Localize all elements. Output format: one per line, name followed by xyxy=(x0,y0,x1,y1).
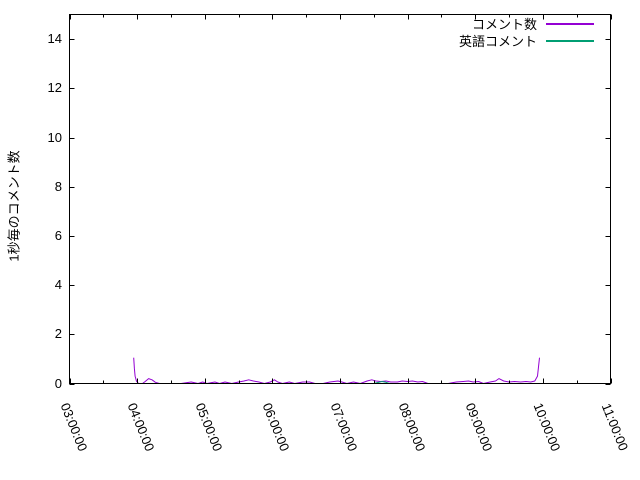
legend-line-sample xyxy=(546,22,594,25)
y-tick-label: 10 xyxy=(47,129,62,145)
legend-label: 英語コメント xyxy=(458,34,537,49)
legend: コメント数英語コメント xyxy=(436,15,594,49)
y-tick-label: 14 xyxy=(47,31,62,47)
y-axis-title: 1秒毎のコメント数 xyxy=(6,150,22,262)
axis-ticks xyxy=(69,14,612,385)
legend-label: コメント数 xyxy=(471,17,537,32)
legend-item: コメント数 xyxy=(436,15,594,32)
legend-item: 英語コメント xyxy=(436,32,594,49)
series-line-0 xyxy=(133,357,540,384)
y-tick-label: 4 xyxy=(54,277,62,293)
legend-line-sample xyxy=(546,39,594,42)
y-tick-label: 12 xyxy=(47,80,62,96)
y-tick-label: 0 xyxy=(54,375,62,391)
series-line-1 xyxy=(373,381,390,384)
plot-border xyxy=(69,14,611,384)
y-tick-label: 2 xyxy=(54,326,62,342)
y-tick-label: 6 xyxy=(54,227,62,243)
y-tick-label: 8 xyxy=(54,178,62,194)
